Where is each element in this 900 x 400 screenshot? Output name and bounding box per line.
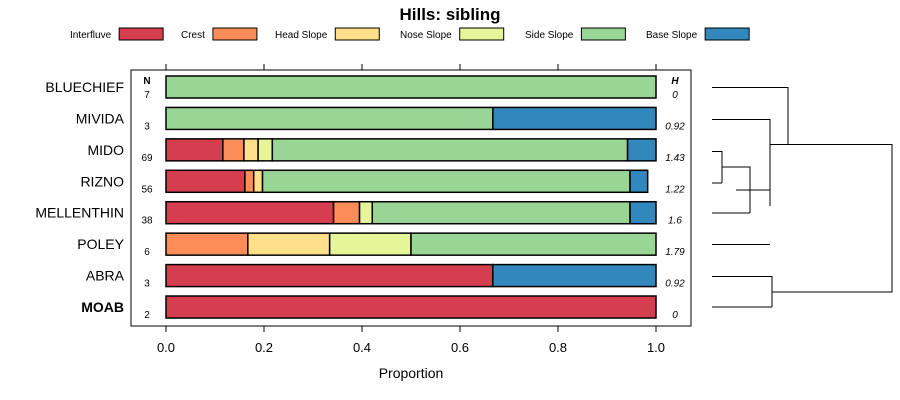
dendrogram: [712, 87, 893, 308]
n-value: 7: [144, 90, 150, 101]
bar-segment-interfluve: [165, 200, 335, 225]
legend-swatch-base-slope: [704, 27, 750, 41]
legend-label-head-slope: Head Slope: [275, 30, 328, 41]
x-tick-label: 0.0: [157, 340, 175, 355]
bar-segment-crest: [222, 138, 245, 162]
x-tick-label: 0.2: [255, 340, 273, 355]
bar-segment-nose-slope: [257, 138, 274, 162]
bar-segment-crest: [332, 200, 361, 225]
legend-swatch-side-slope: [580, 27, 626, 41]
soil-label-poley: POLEY: [77, 236, 124, 252]
legend-label-crest: Crest: [181, 30, 205, 41]
h-value: 0.92: [665, 279, 685, 290]
bar-segment-head-slope: [243, 138, 259, 162]
h-value: 1.22: [665, 184, 685, 195]
n-value: 38: [141, 216, 153, 227]
dendrogram-branch: [712, 276, 773, 307]
soil-label-moab: MOAB: [81, 299, 124, 315]
bar-row-mellenthin: [165, 200, 657, 225]
plot-frame: [130, 69, 692, 327]
bar-segment-base-slope: [626, 138, 657, 162]
x-tick-label: 0.6: [451, 340, 469, 355]
bar-segment-crest: [244, 169, 255, 194]
dendrogram-branch: [712, 87, 789, 145]
bar-segment-side-slope: [261, 169, 631, 194]
h-value: 1.43: [665, 153, 685, 164]
legend-swatch-crest: [212, 27, 258, 41]
bar-segment-nose-slope: [328, 232, 412, 256]
bar-segment-interfluve: [165, 169, 246, 194]
bar-segment-side-slope: [271, 138, 629, 162]
bar-segment-base-slope: [629, 200, 657, 225]
chart-title: Hills: sibling: [399, 5, 500, 24]
bar-row-rizno: [165, 169, 649, 194]
x-tick-label: 1.0: [647, 340, 665, 355]
bar-row-abra: [165, 263, 657, 288]
h-value: 0.92: [665, 121, 685, 132]
bar-segment-interfluve: [165, 295, 657, 319]
dendrogram-branch: [722, 166, 751, 213]
bar-segment-base-slope: [492, 106, 657, 131]
bar-row-poley: [165, 232, 657, 256]
bar-segment-interfluve: [165, 263, 494, 288]
soil-label-bluechief: BLUECHIEF: [45, 79, 124, 95]
bar-segment-interfluve: [165, 138, 224, 162]
bar-segment-nose-slope: [358, 200, 374, 225]
legend-swatch-nose-slope: [459, 27, 505, 41]
legend: Interfluve Crest Head Slope Nose Slope Side …: [70, 27, 750, 41]
row-labels: BLUECHIEF 7 0 MIVIDA 3 0.92 MIDO 69 1.43 RIZNO 56 1…: [35, 79, 685, 321]
bar-segment-side-slope: [371, 200, 631, 225]
soil-label-rizno: RIZNO: [80, 173, 124, 189]
bar-segment-base-slope: [492, 263, 657, 288]
soil-label-mido: MIDO: [87, 142, 124, 158]
dendrogram-branch: [770, 144, 893, 293]
bar-row-moab: [165, 295, 657, 319]
h-value: 0: [672, 310, 678, 321]
bar-row-bluechief: [165, 75, 657, 99]
legend-swatch-head-slope: [334, 27, 380, 41]
n-value: 69: [141, 153, 153, 164]
n-column-header: N: [143, 76, 150, 87]
h-value: 0: [672, 90, 678, 101]
n-value: 3: [144, 279, 150, 290]
x-axis: 0.0 0.2 0.4 0.6 0.8 1.0: [157, 64, 665, 355]
soil-label-abra: ABRA: [86, 268, 125, 284]
bar-row-mido: [165, 138, 657, 162]
legend-label-interfluve: Interfluve: [70, 30, 112, 41]
n-value: 56: [141, 184, 153, 195]
bar-segment-base-slope: [629, 169, 649, 194]
dendrogram-branch: [712, 119, 771, 206]
h-column-header: H: [671, 76, 679, 87]
bar-segment-side-slope: [165, 75, 657, 99]
bar-segment-head-slope: [247, 232, 331, 256]
legend-swatch-interfluve: [118, 27, 164, 41]
x-tick-label: 0.8: [549, 340, 567, 355]
x-tick-label: 0.4: [353, 340, 371, 355]
bar-segment-crest: [165, 232, 249, 256]
bars: [165, 75, 657, 319]
legend-label-nose-slope: Nose Slope: [400, 30, 452, 41]
n-value: 6: [144, 247, 150, 258]
bar-segment-head-slope: [252, 169, 264, 194]
bar-row-mivida: [165, 106, 657, 131]
h-value: 1.6: [668, 216, 682, 227]
h-value: 1.79: [665, 247, 685, 258]
dendrogram-branch: [712, 151, 723, 183]
legend-label-side-slope: Side Slope: [525, 30, 574, 41]
x-axis-label: Proportion: [379, 365, 444, 381]
n-value: 2: [144, 310, 150, 321]
n-value: 3: [144, 121, 150, 132]
soil-label-mivida: MIVIDA: [76, 110, 125, 126]
soil-label-mellenthin: MELLENTHIN: [35, 205, 124, 221]
bar-segment-side-slope: [410, 232, 657, 256]
bar-segment-side-slope: [165, 106, 494, 131]
legend-label-base-slope: Base Slope: [646, 30, 698, 41]
